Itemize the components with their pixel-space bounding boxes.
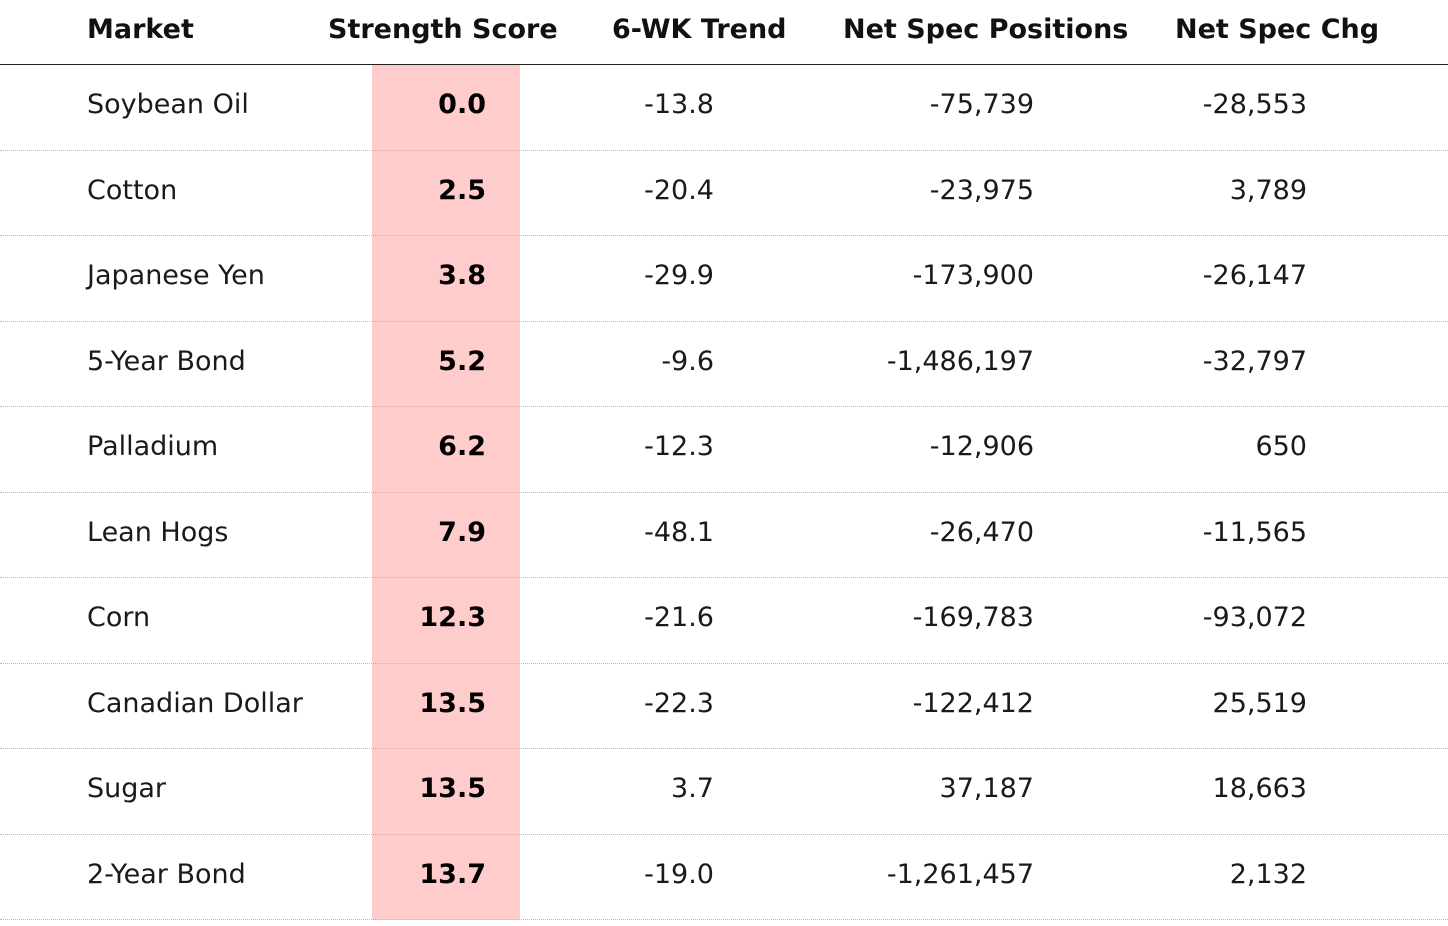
net-spec-positions-cell: -75,739 xyxy=(929,89,1034,120)
market-cell: Soybean Oil xyxy=(87,89,249,120)
net-spec-chg-cell: 18,663 xyxy=(1212,773,1307,804)
table-header: Market Strength Score 6-WK Trend Net Spe… xyxy=(0,0,1448,65)
column-header-trend[interactable]: 6-WK Trend xyxy=(612,14,787,45)
strength-score-cell: 13.5 xyxy=(419,773,486,804)
table-row[interactable]: Lean Hogs 7.9 -48.1 -26,470 -11,565 xyxy=(0,493,1448,578)
table-row[interactable]: Japanese Yen 3.8 -29.9 -173,900 -26,147 xyxy=(0,236,1448,322)
strength-score-cell: 12.3 xyxy=(419,602,486,633)
column-header-net-spec-positions[interactable]: Net Spec Positions xyxy=(843,14,1129,45)
strength-score-cell: 2.5 xyxy=(438,174,486,206)
column-header-strength-score[interactable]: Strength Score xyxy=(328,14,558,45)
strength-score-cell: 6.2 xyxy=(438,431,486,462)
net-spec-positions-cell: -1,486,197 xyxy=(886,345,1034,377)
market-cell: Palladium xyxy=(87,431,219,462)
trend-cell: 3.7 xyxy=(671,773,714,804)
net-spec-chg-cell: -26,147 xyxy=(1202,260,1307,291)
net-spec-positions-cell: -12,906 xyxy=(929,431,1034,462)
table-row[interactable]: Soybean Oil 0.0 -13.8 -75,739 -28,553 xyxy=(0,65,1448,151)
net-spec-chg-cell: 650 xyxy=(1255,431,1307,462)
table-row[interactable]: Canadian Dollar 13.5 -22.3 -122,412 25,519 xyxy=(0,664,1448,749)
trend-cell: -29.9 xyxy=(644,260,714,291)
strength-score-cell: 7.9 xyxy=(438,516,486,548)
net-spec-positions-cell: -1,261,457 xyxy=(886,858,1034,890)
trend-cell: -20.4 xyxy=(644,174,714,206)
table-row[interactable]: 5-Year Bond 5.2 -9.6 -1,486,197 -32,797 xyxy=(0,322,1448,407)
market-cell: Japanese Yen xyxy=(87,260,265,291)
net-spec-chg-cell: 2,132 xyxy=(1229,858,1307,890)
trend-cell: -21.6 xyxy=(644,602,714,633)
column-header-net-spec-chg[interactable]: Net Spec Chg xyxy=(1175,14,1380,45)
net-spec-positions-cell: 37,187 xyxy=(939,773,1034,804)
trend-cell: -13.8 xyxy=(644,89,714,120)
market-cell: Sugar xyxy=(87,773,167,804)
net-spec-positions-cell: -122,412 xyxy=(912,687,1034,719)
trend-cell: -19.0 xyxy=(644,858,714,890)
market-cell: Corn xyxy=(87,602,151,633)
trend-cell: -48.1 xyxy=(644,516,714,548)
table-row[interactable]: Sugar 13.5 3.7 37,187 18,663 xyxy=(0,749,1448,835)
net-spec-chg-cell: -93,072 xyxy=(1202,602,1307,633)
strength-score-highlight xyxy=(372,65,520,920)
market-cell: Cotton xyxy=(87,174,178,206)
net-spec-chg-cell: -32,797 xyxy=(1202,345,1307,377)
table-row[interactable]: Palladium 6.2 -12.3 -12,906 650 xyxy=(0,407,1448,493)
net-spec-chg-cell: -28,553 xyxy=(1202,89,1307,120)
table-row[interactable]: Corn 12.3 -21.6 -169,783 -93,072 xyxy=(0,578,1448,664)
table-body: Soybean Oil 0.0 -13.8 -75,739 -28,553 Cotton 2… xyxy=(0,65,1448,920)
market-cell: Lean Hogs xyxy=(87,516,229,548)
strength-score-cell: 0.0 xyxy=(438,89,486,120)
strength-score-cell: 3.8 xyxy=(438,260,486,291)
column-header-market[interactable]: Market xyxy=(87,14,194,45)
trend-cell: -22.3 xyxy=(644,687,714,719)
strength-score-cell: 13.7 xyxy=(419,858,486,890)
market-cell: Canadian Dollar xyxy=(87,687,303,719)
net-spec-positions-cell: -173,900 xyxy=(912,260,1034,291)
strength-score-cell: 5.2 xyxy=(438,345,486,377)
net-spec-chg-cell: 25,519 xyxy=(1212,687,1307,719)
trend-cell: -9.6 xyxy=(661,345,714,377)
net-spec-positions-cell: -23,975 xyxy=(929,174,1034,206)
market-cell: 5-Year Bond xyxy=(87,345,246,377)
net-spec-positions-cell: -169,783 xyxy=(912,602,1034,633)
net-spec-chg-cell: -11,565 xyxy=(1202,516,1307,548)
table-row[interactable]: Cotton 2.5 -20.4 -23,975 3,789 xyxy=(0,151,1448,236)
net-spec-positions-cell: -26,470 xyxy=(929,516,1034,548)
table-row[interactable]: 2-Year Bond 13.7 -19.0 -1,261,457 2,132 xyxy=(0,835,1448,920)
net-spec-chg-cell: 3,789 xyxy=(1229,174,1307,206)
trend-cell: -12.3 xyxy=(644,431,714,462)
market-cell: 2-Year Bond xyxy=(87,858,246,890)
strength-score-cell: 13.5 xyxy=(419,687,486,719)
